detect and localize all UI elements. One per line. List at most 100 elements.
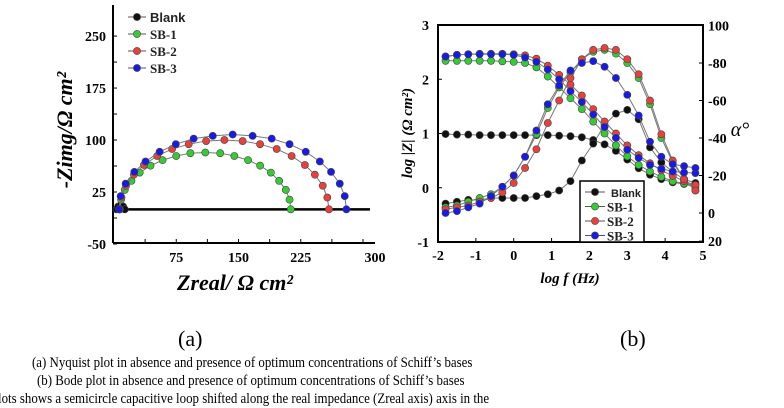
impedance-point [589,117,598,126]
series-sb-3 [441,50,700,217]
impedance-point [453,50,461,59]
data-point [248,131,257,140]
legend-marker [133,47,141,55]
impedance-point [543,131,552,140]
legend-marker [591,217,599,225]
phase-point [521,152,529,161]
impedance-point [509,50,518,59]
impedance-point [612,133,620,142]
legend-label: Blank [611,188,642,200]
data-point [201,148,210,157]
impedance-point [453,130,461,139]
impedance-point [623,145,632,154]
legend-item: Blank [128,10,186,25]
impedance-point [509,57,518,66]
phase-point [453,207,461,216]
impedance-point [566,87,575,96]
impedance-point [646,167,654,176]
phase-point [589,57,598,66]
data-point [202,137,211,145]
phase-point [623,55,632,64]
legend-label: SB-1 [607,200,634,215]
y2-tick-label: -60 [708,95,727,110]
y-tick-label: 2 [422,73,429,88]
x-tick-label: 0 [510,249,517,264]
legend-marker [133,64,141,72]
data-point [315,157,324,166]
impedance-point [498,131,507,140]
y-axis-label: log |Z| (Ω cm²) [400,88,416,178]
legend-marker [591,188,599,196]
data-point [266,168,275,177]
data-point [141,157,150,166]
impedance-point [521,131,529,140]
legend-marker [133,30,141,38]
phase-point [509,171,518,180]
y2-tick-label: 20 [708,235,722,250]
x-axis-label: Zreal/ Ω cm² [176,270,293,295]
legend-item: SB-1 [128,27,177,42]
data-point [301,147,310,156]
phase-point [589,139,598,148]
phase-point [646,96,654,105]
phase-point [646,137,654,146]
panel-label-b: (b) [620,326,646,351]
legend-item: SB-1 [585,200,634,215]
impedance-point [509,131,518,140]
impedance-point [566,132,575,141]
phase-point [634,111,643,120]
impedance-point [623,152,632,161]
phase-point [487,192,495,201]
y-tick-label: -50 [87,238,106,253]
phase-point [521,164,529,172]
phase-point [680,162,688,171]
data-point [285,195,294,204]
phase-point [532,145,541,154]
data-point [281,186,290,194]
impedance-point [600,123,609,131]
data-point [155,147,164,156]
impedance-point [475,131,484,140]
x-tick-label: 1 [548,249,555,264]
nyquist-chart: -50 25 100 175 250 75 150 225 300 Zreal/ Ω cm² -Zi… [52,5,386,295]
phase-point [680,175,688,184]
phase-point [600,62,609,71]
impedance-point [464,130,473,139]
data-point [325,205,333,214]
data-point [220,136,229,144]
data-point [189,134,198,143]
impedance-point [634,161,643,169]
phase-point [668,160,677,169]
impedance-point [521,53,529,62]
y-tick-label: 1 [422,128,429,143]
phase-point [566,66,575,75]
impedance-point [555,131,564,140]
y2-tick-label: 100 [708,20,729,35]
phase-point [498,182,507,191]
phase-point [521,194,529,202]
phase-point [566,177,575,186]
phase-point [612,74,620,82]
data-point [158,156,167,165]
impedance-point [577,133,586,142]
phase-point [589,45,598,54]
phase-point [543,190,552,199]
legend-item: SB-3 [585,229,634,244]
y-tick-label: 25 [92,186,106,201]
legend-item: SB-2 [128,44,177,59]
phase-point [577,59,586,67]
x-tick-label: 4 [662,249,669,264]
caption-b: (b) Bode plot in absence and presence of… [37,373,465,389]
phase-point [623,90,632,99]
data-point [300,161,309,169]
data-point [172,152,181,160]
impedance-point [612,141,620,150]
impedance-point [577,105,586,113]
data-point [186,149,195,158]
data-point [310,170,319,179]
legend-label: SB-3 [150,61,177,76]
data-point [286,205,295,214]
phase-point [566,74,575,82]
